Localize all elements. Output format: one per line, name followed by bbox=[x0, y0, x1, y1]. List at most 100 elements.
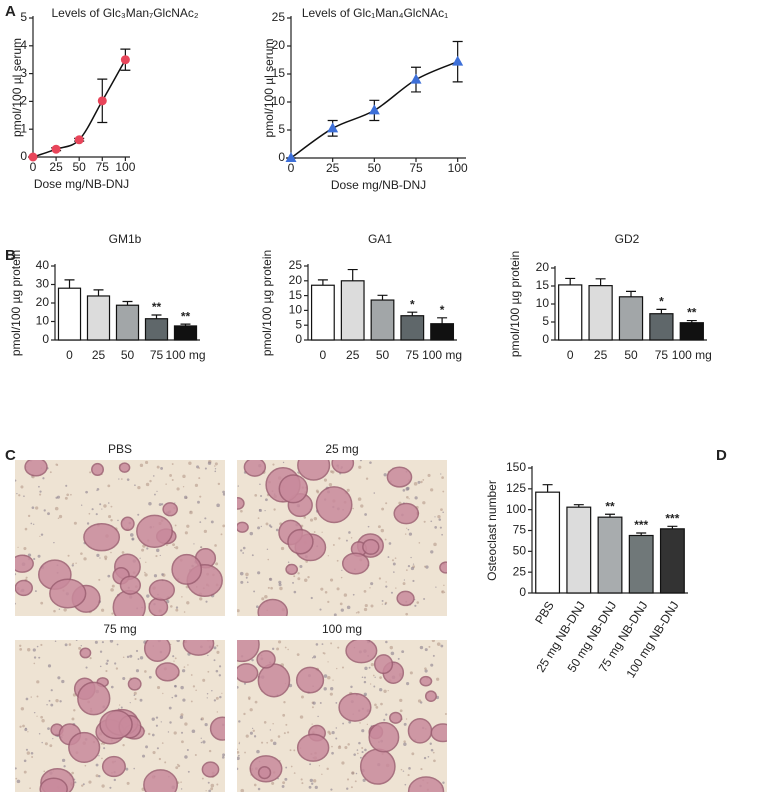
speck bbox=[168, 706, 172, 710]
speck bbox=[257, 517, 260, 519]
panel-label: B bbox=[5, 247, 16, 264]
speck bbox=[216, 650, 220, 654]
speck bbox=[137, 658, 140, 661]
speck bbox=[361, 729, 365, 733]
y-tick-label: 20 bbox=[289, 273, 303, 287]
speck bbox=[207, 670, 210, 673]
speck bbox=[348, 531, 351, 534]
osteoclast bbox=[407, 776, 445, 792]
speck bbox=[116, 643, 119, 646]
speck bbox=[110, 588, 114, 592]
speck bbox=[402, 489, 406, 492]
speck bbox=[122, 676, 126, 681]
speck bbox=[17, 546, 19, 548]
speck bbox=[78, 646, 82, 650]
speck bbox=[350, 537, 353, 539]
y-tick-label: 5 bbox=[295, 317, 302, 331]
speck bbox=[216, 711, 219, 713]
speck bbox=[98, 578, 101, 581]
speck bbox=[55, 699, 59, 703]
speck bbox=[184, 722, 188, 726]
speck bbox=[442, 490, 445, 493]
speck bbox=[190, 700, 193, 703]
x-tick-label: 0 bbox=[66, 348, 73, 362]
speck bbox=[71, 564, 74, 567]
speck bbox=[58, 608, 61, 610]
speck bbox=[364, 666, 368, 670]
speck bbox=[81, 784, 84, 787]
y-tick-label: 5 bbox=[542, 314, 549, 328]
bar bbox=[370, 299, 395, 341]
bar bbox=[86, 295, 111, 341]
speck bbox=[64, 643, 68, 647]
speck bbox=[175, 606, 179, 609]
speck bbox=[369, 461, 372, 464]
speck bbox=[200, 737, 202, 739]
bar bbox=[144, 318, 169, 341]
speck bbox=[256, 749, 260, 754]
speck bbox=[15, 602, 16, 605]
speck bbox=[95, 774, 99, 778]
speck bbox=[300, 695, 304, 699]
speck bbox=[293, 772, 296, 774]
speck bbox=[184, 531, 188, 535]
speck bbox=[26, 751, 31, 755]
speck bbox=[215, 562, 219, 566]
speck bbox=[279, 586, 283, 591]
speck bbox=[73, 521, 77, 525]
speck bbox=[406, 495, 409, 499]
speck bbox=[406, 527, 408, 529]
bar bbox=[57, 287, 82, 341]
speck bbox=[131, 537, 135, 541]
speck bbox=[71, 771, 74, 775]
speck bbox=[311, 706, 314, 709]
speck bbox=[363, 680, 367, 684]
error-bar bbox=[542, 484, 553, 493]
osteoclast bbox=[155, 662, 180, 682]
osteoclast bbox=[237, 663, 259, 683]
speck bbox=[432, 751, 435, 754]
speck bbox=[268, 524, 272, 527]
speck bbox=[430, 520, 433, 523]
speck bbox=[292, 581, 294, 584]
speck bbox=[252, 729, 255, 732]
error-bar bbox=[64, 279, 75, 289]
significance: * bbox=[440, 303, 445, 317]
speck bbox=[432, 654, 435, 657]
speck bbox=[272, 741, 277, 746]
speck bbox=[52, 738, 54, 740]
speck bbox=[145, 745, 149, 749]
osteoclast bbox=[256, 650, 276, 669]
speck bbox=[109, 640, 114, 643]
speck bbox=[321, 531, 323, 533]
speck bbox=[204, 467, 207, 470]
speck bbox=[105, 669, 108, 673]
speck bbox=[147, 732, 151, 736]
speck bbox=[239, 571, 244, 576]
speck bbox=[122, 656, 125, 659]
speck bbox=[206, 697, 208, 699]
speck bbox=[46, 704, 48, 706]
speck bbox=[67, 554, 70, 557]
x-tick-label: 100 bbox=[448, 161, 468, 175]
speck bbox=[390, 651, 395, 656]
point bbox=[74, 135, 84, 145]
speck bbox=[173, 660, 175, 662]
speck bbox=[361, 676, 364, 679]
speck bbox=[200, 546, 202, 549]
speck bbox=[96, 487, 100, 491]
speck bbox=[365, 477, 369, 480]
bar bbox=[430, 323, 455, 341]
speck bbox=[24, 727, 27, 730]
speck bbox=[297, 471, 300, 474]
speck bbox=[222, 492, 225, 496]
y-tick-label: 0 bbox=[519, 585, 526, 599]
speck bbox=[242, 552, 245, 554]
speck bbox=[265, 498, 268, 502]
speck bbox=[48, 699, 51, 702]
speck bbox=[36, 715, 38, 717]
significance: *** bbox=[665, 512, 679, 526]
speck bbox=[199, 597, 203, 601]
speck bbox=[317, 715, 319, 718]
speck bbox=[363, 589, 367, 593]
